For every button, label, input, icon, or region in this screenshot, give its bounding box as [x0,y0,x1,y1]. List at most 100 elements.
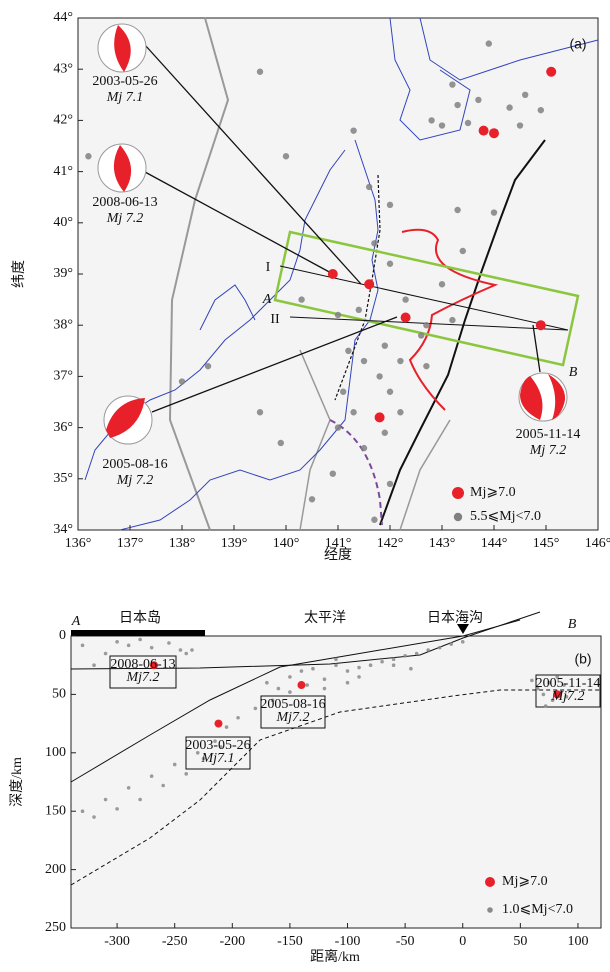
point [103,651,108,656]
point [184,651,189,656]
legend-marker [452,487,464,499]
legend-marker [485,877,495,887]
annotation: 2003-05-26 [185,738,250,753]
point [438,281,446,288]
point [311,666,315,671]
label-box [260,695,326,729]
coastline [119,139,379,531]
point [299,669,304,673]
point [92,815,96,819]
profile-line [279,265,569,331]
point [535,320,546,331]
point [357,665,361,670]
coastline [389,17,471,141]
x-tick-label: -100 [335,934,361,949]
point [184,772,189,776]
point [428,117,435,124]
trench [379,139,546,526]
point [380,659,384,664]
point [402,296,409,303]
y-tick-label: 34° [53,522,73,537]
point [178,378,186,385]
point [537,106,544,114]
point [459,247,466,255]
x-tick-label: 144° [481,536,508,551]
point [381,342,388,349]
point [485,40,492,47]
x-tick-label: 142° [377,536,404,551]
y-tick-label: 38° [53,317,73,332]
x-tick-label: 143° [429,536,456,551]
point [541,692,546,697]
point [454,101,461,109]
point [464,119,472,127]
point [426,648,430,652]
x-tick-label: 50 [513,934,527,949]
point [138,797,142,802]
panel-title: (a) [569,36,586,52]
x-tick-label: 0 [459,934,466,949]
annotation: A [262,292,272,307]
beachball [518,372,568,422]
annotation: 2008-06-13 [92,195,157,210]
point [374,412,385,423]
point [161,783,165,788]
point [562,683,566,687]
point [391,663,396,667]
x-tick-label: 141° [325,536,352,551]
point [535,686,540,691]
trench-marker [457,624,469,634]
point [360,357,368,365]
point [553,690,562,699]
annotation: Mj 7.2 [529,443,567,458]
point [357,675,361,679]
fault-line [334,174,381,401]
point [334,424,342,431]
x-tick-label: 100 [567,934,588,949]
annotation: II [270,312,280,327]
point [423,362,430,370]
point [345,347,352,354]
point [270,698,275,703]
x-tick-label: 137° [117,536,144,551]
point [460,640,465,644]
point [368,663,373,667]
point [490,209,498,216]
moho-line [70,611,541,670]
point [391,657,396,662]
legend-label: 5.5⩽Mj<7.0 [470,509,541,524]
annotation: B [569,365,578,380]
y-tick-label: 37° [53,369,73,384]
point [322,677,327,682]
point [322,686,327,691]
point [236,715,240,720]
beachball [97,23,147,73]
x-tick-label: -300 [104,934,130,949]
point [218,745,223,749]
label-box [109,655,177,689]
y-tick-label: 250 [45,920,66,935]
slab-bottom [70,689,601,886]
point [543,704,548,708]
point [564,694,569,699]
y-tick-label: 44° [53,10,73,25]
x-axis-label: 经度 [324,547,352,563]
connector [144,171,334,275]
annotation: 日本岛 [119,610,161,626]
point [334,311,342,319]
legend-label: Mj⩾7.0 [502,874,548,889]
x-tick-label: 140° [273,536,300,551]
y-tick-label: 35° [53,471,73,486]
annotation: 2008-06-13 [110,657,175,672]
annotation: Mj7.1 [200,751,234,766]
point [126,786,131,790]
plate-boundary [399,419,451,531]
point [355,306,362,314]
point [386,480,394,488]
point [80,809,85,813]
profile-box [273,230,580,367]
point [350,127,357,134]
panel-title: (b) [574,651,591,667]
point [478,125,489,136]
annotation: 日本海沟 [427,610,483,626]
